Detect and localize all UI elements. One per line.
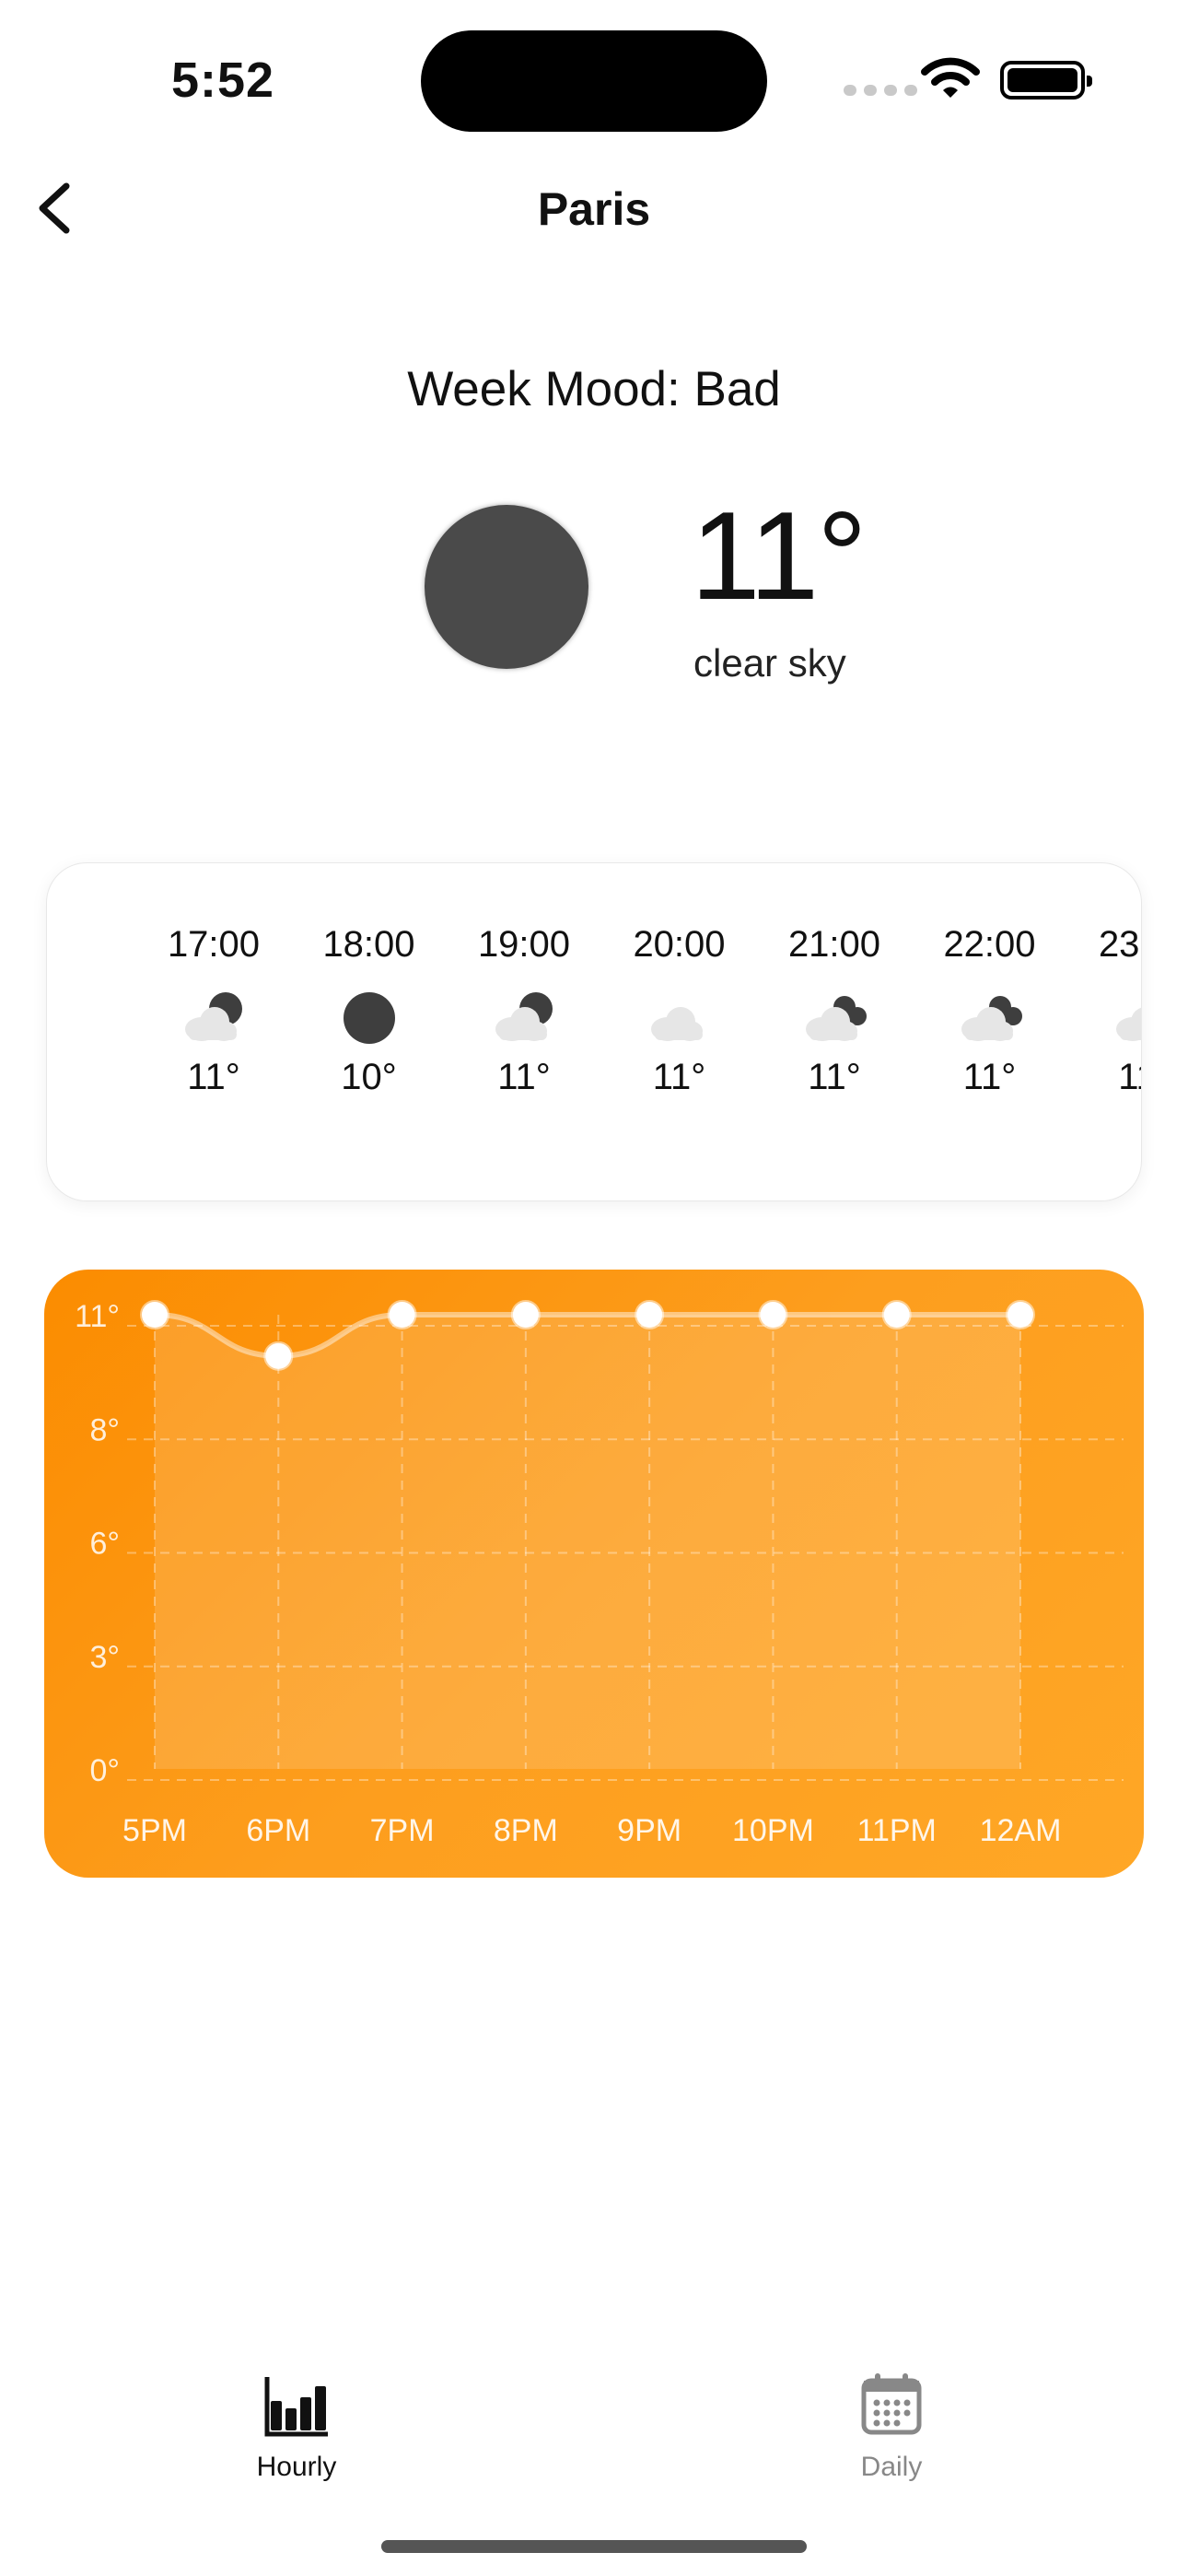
y-tick-label: 0°: [89, 1753, 120, 1788]
hourly-item: 22:00 11°: [913, 924, 1067, 1098]
chevron-left-icon: [39, 182, 70, 234]
x-tick-label: 10PM: [732, 1813, 814, 1848]
hourly-time: 22:00: [943, 924, 1036, 965]
data-point: [758, 1300, 788, 1329]
week-mood: Week Mood: Bad: [407, 362, 781, 416]
x-tick-label: 11PM: [857, 1813, 937, 1848]
hourly-temp: 11°: [808, 1057, 861, 1097]
hourly-item: 20:00 11°: [602, 924, 757, 1098]
hourly-item: 21:00 11°: [757, 924, 912, 1098]
hourly-time: 23:00: [1098, 924, 1141, 965]
broken-clouds-icon: [913, 976, 1067, 1057]
hourly-item: 19:00 11°: [447, 924, 601, 1098]
tab-daily[interactable]: Daily: [818, 2371, 965, 2483]
y-tick-label: 3°: [89, 1640, 120, 1675]
y-tick-label: 8°: [89, 1412, 120, 1447]
x-tick-label: 12AM: [980, 1813, 1062, 1848]
hourly-item: 23:00 11°: [1067, 924, 1141, 1098]
hourly-temp: 10°: [341, 1057, 397, 1097]
data-point: [140, 1300, 169, 1329]
temperature-area: [155, 1315, 1020, 1769]
hourly-time: 21:00: [787, 924, 881, 965]
x-tick-label: 7PM: [370, 1813, 435, 1848]
hourly-forecast-list[interactable]: 17:00 11° 18:00 10° 19:00 11° 20:00 11° 21:00 11°…: [139, 924, 1141, 1164]
cloud-icon: [602, 976, 757, 1057]
data-point: [881, 1300, 912, 1329]
temperature-chart: 11° 8° 6° 3° 0° 5PM 6PM 7PM 8PM 9PM 10PM 11PM 12AM: [44, 1270, 1144, 1878]
data-point: [387, 1300, 417, 1329]
hourly-temp: 11°: [962, 1057, 1017, 1097]
hourly-forecast-card[interactable]: 17:00 11° 18:00 10° 19:00 11° 20:00 11° 21:00 11°…: [46, 862, 1142, 1201]
hourly-temp: 11°: [497, 1057, 551, 1097]
hourly-temp: 11°: [1118, 1057, 1141, 1097]
bar-chart-icon: [264, 2377, 328, 2437]
tab-hourly[interactable]: Hourly: [223, 2371, 370, 2483]
cloud-moon-icon: [447, 976, 601, 1057]
y-tick-label: 6°: [89, 1527, 120, 1562]
cloud-moon-icon: [139, 976, 291, 1057]
tab-daily-label: Daily: [860, 2452, 923, 2482]
cellular-signal-icon: [844, 85, 917, 96]
x-tick-label: 9PM: [617, 1813, 681, 1848]
hourly-time: 19:00: [477, 924, 571, 965]
cloud-icon: [1067, 976, 1141, 1057]
hourly-temp: 11°: [652, 1057, 706, 1097]
moon-icon: [292, 976, 447, 1057]
y-tick-label: 11°: [75, 1299, 120, 1334]
moon-icon: [425, 505, 588, 669]
data-point: [1006, 1300, 1035, 1329]
weather-description: clear sky: [693, 641, 846, 685]
home-indicator: [381, 2540, 807, 2553]
x-tick-label: 6PM: [246, 1813, 310, 1848]
hourly-time: 18:00: [322, 924, 415, 965]
back-button[interactable]: [28, 175, 83, 241]
current-temperature: 11°: [691, 486, 868, 626]
hourly-time: 20:00: [633, 924, 726, 965]
hourly-temp: 11°: [187, 1057, 240, 1097]
data-point: [263, 1341, 294, 1371]
tab-hourly-label: Hourly: [256, 2452, 337, 2482]
battery-icon: [1000, 61, 1092, 100]
x-tick-label: 5PM: [122, 1813, 187, 1848]
temperature-chart-svg: 11° 8° 6° 3° 0°5PM 6PM 7PM 8PM 9PM 10PM 11PM 12AM: [75, 1299, 1124, 1848]
wifi-icon: [921, 57, 980, 98]
hourly-item: 18:00 10°: [292, 924, 447, 1098]
calendar-icon: [861, 2373, 922, 2435]
hourly-time: 17:00: [167, 924, 261, 965]
hourly-item: 17:00 11°: [139, 924, 291, 1098]
data-point: [635, 1300, 665, 1329]
data-point: [510, 1300, 541, 1329]
dynamic-island: [421, 30, 767, 132]
page-title: Paris: [537, 183, 651, 235]
broken-clouds-icon: [757, 976, 912, 1057]
status-time: 5:52: [171, 53, 275, 108]
x-tick-label: 8PM: [494, 1813, 558, 1848]
